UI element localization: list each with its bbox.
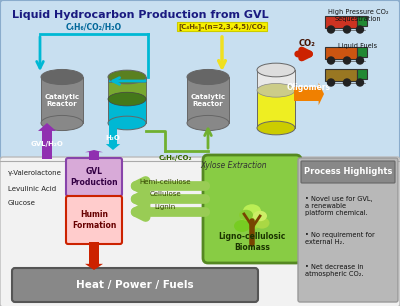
- Circle shape: [328, 79, 334, 86]
- Ellipse shape: [241, 213, 263, 229]
- Text: [C₄H₆]ₙ(n=2,3,4,5)/CO₂: [C₄H₆]ₙ(n=2,3,4,5)/CO₂: [178, 23, 266, 30]
- Text: H₂O: H₂O: [106, 135, 120, 141]
- Text: Cellulose: Cellulose: [149, 192, 181, 197]
- Ellipse shape: [108, 92, 146, 106]
- Bar: [357, 47, 367, 57]
- Text: • Net decrease in
atmospheric CO₂.: • Net decrease in atmospheric CO₂.: [305, 264, 364, 277]
- Circle shape: [344, 26, 350, 33]
- Bar: [187, 77, 229, 123]
- FancyArrow shape: [38, 123, 56, 159]
- Text: Catalytic
Reactor: Catalytic Reactor: [44, 94, 80, 106]
- FancyBboxPatch shape: [12, 268, 258, 302]
- Ellipse shape: [257, 63, 295, 77]
- Circle shape: [328, 57, 334, 64]
- Bar: [257, 70, 295, 90]
- FancyBboxPatch shape: [298, 158, 398, 302]
- Text: Levulinic Acid: Levulinic Acid: [8, 186, 56, 192]
- Ellipse shape: [108, 70, 146, 84]
- Bar: [357, 69, 367, 79]
- Text: CO₂: CO₂: [298, 39, 316, 48]
- Ellipse shape: [254, 217, 270, 229]
- Ellipse shape: [187, 69, 229, 84]
- Bar: [325, 47, 357, 59]
- Bar: [325, 69, 357, 81]
- Bar: [257, 70, 295, 128]
- Ellipse shape: [257, 84, 295, 97]
- Text: Process Highlights: Process Highlights: [304, 167, 392, 177]
- Ellipse shape: [253, 211, 267, 221]
- Ellipse shape: [108, 116, 146, 130]
- FancyBboxPatch shape: [66, 158, 122, 196]
- Text: γ-Valerolactone: γ-Valerolactone: [8, 170, 62, 176]
- Ellipse shape: [257, 121, 295, 135]
- FancyBboxPatch shape: [0, 0, 400, 164]
- Ellipse shape: [41, 69, 83, 84]
- Text: Liquid Hydrocarbon Production from GVL: Liquid Hydrocarbon Production from GVL: [12, 10, 269, 20]
- Text: Humin
Formation: Humin Formation: [72, 210, 116, 230]
- FancyBboxPatch shape: [0, 157, 400, 306]
- Text: Glucose: Glucose: [8, 200, 36, 206]
- Text: C₄H₆/CO₂: C₄H₆/CO₂: [158, 155, 192, 161]
- Bar: [357, 16, 367, 26]
- FancyArrow shape: [85, 150, 103, 160]
- Circle shape: [344, 79, 350, 86]
- Ellipse shape: [243, 204, 261, 218]
- Text: Lignin: Lignin: [154, 204, 176, 211]
- Circle shape: [328, 26, 334, 33]
- Text: C₄H₆/CO₂/H₂O: C₄H₆/CO₂/H₂O: [66, 22, 122, 31]
- FancyBboxPatch shape: [203, 155, 301, 263]
- Text: GVL
Production: GVL Production: [70, 167, 118, 187]
- Circle shape: [356, 57, 364, 64]
- FancyArrow shape: [294, 83, 324, 105]
- Text: Oligomers: Oligomers: [287, 83, 331, 91]
- FancyArrow shape: [85, 242, 103, 270]
- Bar: [325, 16, 357, 28]
- Text: Xylose Extraction: Xylose Extraction: [200, 161, 267, 170]
- Text: • Novel use for GVL,
a renewable
platform chemical.: • Novel use for GVL, a renewable platfor…: [305, 196, 372, 216]
- Bar: [41, 77, 83, 123]
- Circle shape: [344, 57, 350, 64]
- FancyBboxPatch shape: [301, 161, 395, 183]
- Circle shape: [356, 79, 364, 86]
- Text: Catalytic
Reactor: Catalytic Reactor: [190, 94, 226, 106]
- Ellipse shape: [41, 115, 83, 131]
- Text: Liquid Fuels: Liquid Fuels: [338, 43, 378, 49]
- Bar: [108, 82, 146, 99]
- Text: • No requirement for
external H₂.: • No requirement for external H₂.: [305, 232, 375, 245]
- Text: Ligno-cellulosic
Biomass: Ligno-cellulosic Biomass: [218, 232, 286, 252]
- FancyBboxPatch shape: [66, 196, 122, 244]
- Text: High Pressure CO₂
Sequestration: High Pressure CO₂ Sequestration: [328, 9, 388, 22]
- Text: Hemi-cellulose: Hemi-cellulose: [139, 178, 191, 185]
- Ellipse shape: [239, 210, 253, 220]
- Text: GVL/H₂O: GVL/H₂O: [30, 141, 64, 147]
- Circle shape: [356, 26, 364, 33]
- Ellipse shape: [234, 220, 250, 232]
- Bar: [108, 77, 146, 123]
- Text: Heat / Power / Fuels: Heat / Power / Fuels: [76, 280, 194, 290]
- Ellipse shape: [187, 115, 229, 131]
- FancyArrow shape: [106, 123, 120, 150]
